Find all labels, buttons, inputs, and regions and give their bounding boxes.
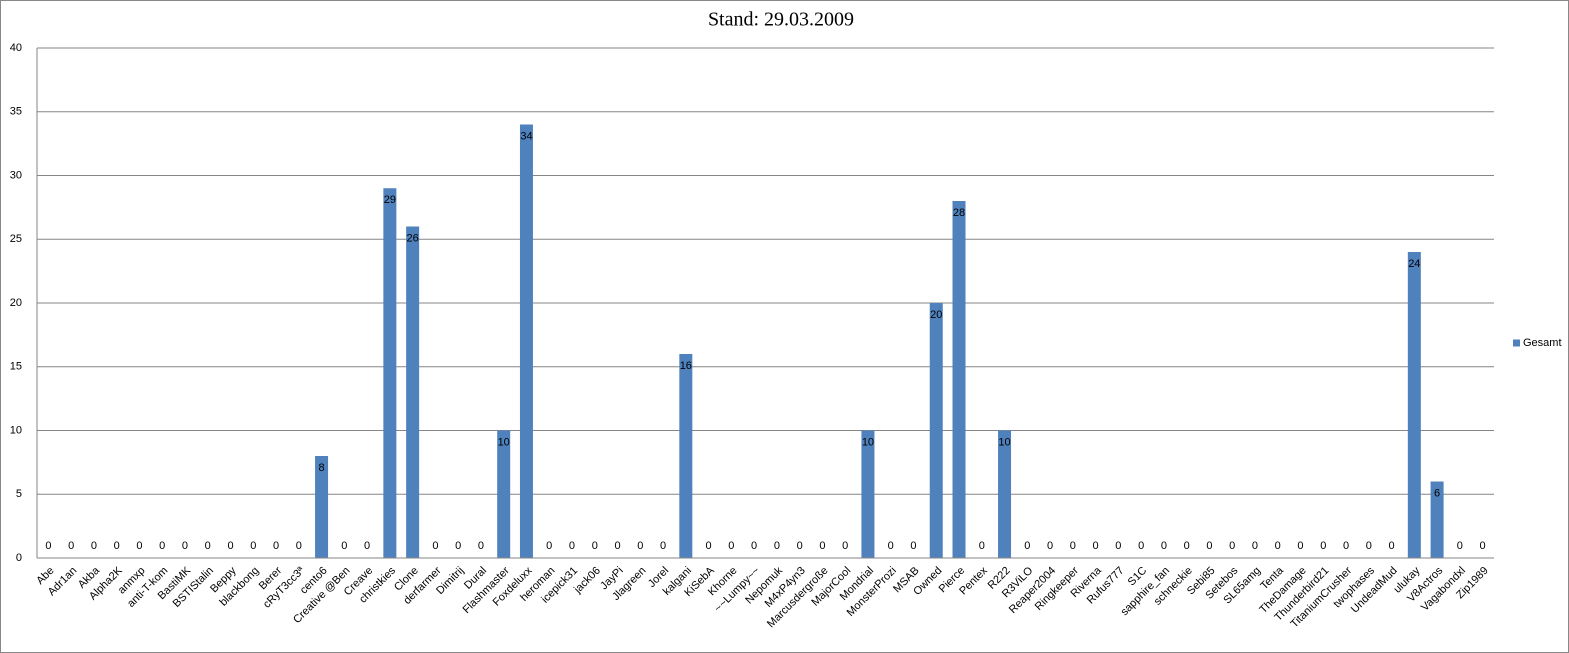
data-label: 0 — [159, 540, 165, 552]
data-label: 0 — [1070, 540, 1076, 552]
data-label: 0 — [1343, 540, 1349, 552]
data-label: 0 — [1480, 540, 1486, 552]
data-label: 0 — [364, 540, 370, 552]
data-label: 10 — [862, 436, 874, 448]
data-label: 0 — [45, 540, 51, 552]
data-label: 0 — [751, 540, 757, 552]
data-label: 0 — [1275, 540, 1281, 552]
data-label: 0 — [1161, 540, 1167, 552]
data-label: 0 — [341, 540, 347, 552]
data-label: 0 — [546, 540, 552, 552]
legend-label: Gesamt — [1523, 337, 1562, 349]
bar — [1407, 252, 1421, 558]
bar — [998, 430, 1012, 558]
data-label: 0 — [1252, 540, 1258, 552]
y-tick-label: 20 — [10, 297, 22, 309]
data-label: 0 — [1388, 540, 1394, 552]
data-label: 0 — [728, 540, 734, 552]
bar — [952, 201, 966, 558]
data-label: 0 — [1115, 540, 1121, 552]
data-label: 0 — [250, 540, 256, 552]
data-label: 0 — [136, 540, 142, 552]
data-label: 0 — [797, 540, 803, 552]
y-tick-label: 15 — [10, 361, 22, 373]
data-label: 0 — [1024, 540, 1030, 552]
data-label: 28 — [953, 207, 965, 219]
data-label: 26 — [407, 232, 419, 244]
data-label: 0 — [614, 540, 620, 552]
data-label: 0 — [68, 540, 74, 552]
data-label: 0 — [1206, 540, 1212, 552]
data-label: 10 — [998, 436, 1010, 448]
data-label: 24 — [1408, 258, 1420, 270]
bar — [929, 303, 943, 558]
data-label: 0 — [1093, 540, 1099, 552]
data-label: 16 — [680, 360, 692, 372]
y-tick-label: 35 — [10, 106, 22, 118]
data-label: 0 — [774, 540, 780, 552]
y-tick-label: 0 — [16, 552, 22, 564]
data-label: 0 — [910, 540, 916, 552]
data-label: 0 — [1229, 540, 1235, 552]
data-label: 0 — [478, 540, 484, 552]
bar — [519, 124, 533, 558]
data-label: 0 — [1184, 540, 1190, 552]
y-tick-label: 10 — [10, 424, 22, 436]
data-label: 0 — [660, 540, 666, 552]
bar — [315, 456, 329, 558]
y-tick-label: 40 — [10, 42, 22, 54]
data-label: 29 — [384, 194, 396, 206]
data-label: 0 — [1366, 540, 1372, 552]
data-label: 0 — [1138, 540, 1144, 552]
data-label: 0 — [979, 540, 985, 552]
legend-swatch — [1513, 339, 1520, 347]
data-label: 8 — [319, 462, 325, 474]
bar — [861, 430, 875, 558]
y-tick-label: 30 — [10, 169, 22, 181]
data-label: 0 — [637, 540, 643, 552]
data-label: 0 — [273, 540, 279, 552]
bar — [1430, 481, 1444, 558]
data-label: 0 — [819, 540, 825, 552]
data-label: 0 — [182, 540, 188, 552]
data-label: 0 — [569, 540, 575, 552]
bar — [497, 430, 511, 558]
data-label: 20 — [930, 309, 942, 321]
data-label: 10 — [498, 436, 510, 448]
data-label: 0 — [888, 540, 894, 552]
data-label: 0 — [1457, 540, 1463, 552]
data-label: 0 — [114, 540, 120, 552]
bar — [679, 354, 693, 558]
data-label: 0 — [592, 540, 598, 552]
data-label: 34 — [520, 130, 532, 142]
data-label: 0 — [1320, 540, 1326, 552]
data-label: 0 — [227, 540, 233, 552]
data-label: 0 — [296, 540, 302, 552]
data-label: 0 — [1297, 540, 1303, 552]
data-label: 0 — [432, 540, 438, 552]
data-label: 0 — [91, 540, 97, 552]
data-label: 0 — [1047, 540, 1053, 552]
data-label: 0 — [842, 540, 848, 552]
y-tick-label: 5 — [16, 488, 22, 500]
y-tick-label: 25 — [10, 233, 22, 245]
bar — [406, 226, 420, 558]
data-label: 6 — [1434, 487, 1440, 499]
chart-title: Stand: 29.03.2009 — [708, 9, 854, 31]
data-label: 0 — [455, 540, 461, 552]
data-label: 0 — [706, 540, 712, 552]
bar — [383, 188, 397, 558]
data-label: 0 — [205, 540, 211, 552]
